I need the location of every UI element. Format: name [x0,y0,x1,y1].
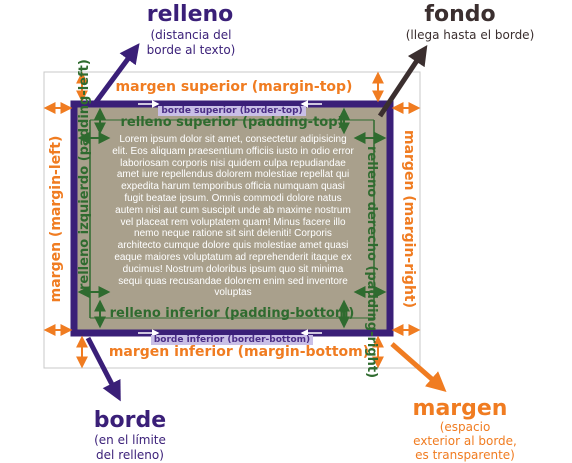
fondo-desc: (llega hasta el borde) [405,28,535,42]
content-text: Lorem ipsum dolor sit amet, consectetur … [112,134,354,299]
border-bottom-label: borde inferior (border-bottom) [150,335,314,345]
border-arrows [138,100,322,337]
border-top-label-wrap: borde superior (border-top) [144,98,320,116]
padding-bottom-label: relleno inferior (padding-bottom) [109,306,355,321]
fondo-title: fondo [424,2,496,27]
margin-outline [43,71,421,369]
padding-left-label: relleno izquierdo (padding-left) [77,59,92,290]
margen-desc-line3: es transparente) [415,448,515,462]
margin-bottom-label: margen inferior (margin-bottom) [108,344,370,360]
margen-title: margen [412,396,508,421]
margin-left-label: margen (margin-left) [48,135,64,303]
borde-title: borde [93,408,167,433]
margin-right-label: margen (margin-right) [401,129,417,308]
borde-desc-line1: (en el límite [94,433,166,447]
border-bottom-label-wrap: borde inferior (border-bottom) [144,327,320,345]
margen-arrow [390,342,447,392]
relleno-arrow [93,43,140,104]
padding-top-label: relleno superior (padding-top) [120,115,344,130]
margin-arrows [43,71,421,369]
borde-desc-line2: del relleno) [96,448,164,462]
borde-arrow [85,336,121,402]
margin-top-label: margen superior (margin-top) [115,79,353,95]
relleno-title: relleno [146,2,234,27]
relleno-desc-line1: (distancia del [150,28,232,42]
padding-right-label: relleno derecho (padding-right) [364,146,379,379]
padding-arrows [77,107,387,329]
border-box [70,100,394,337]
relleno-desc-line2: borde al texto) [146,43,236,57]
margen-desc-line2: exterior al borde, [413,434,517,448]
fondo-arrow [377,45,428,118]
margen-desc-line1: (espacio [439,420,491,434]
border-top-label: borde superior (border-top) [158,106,306,116]
